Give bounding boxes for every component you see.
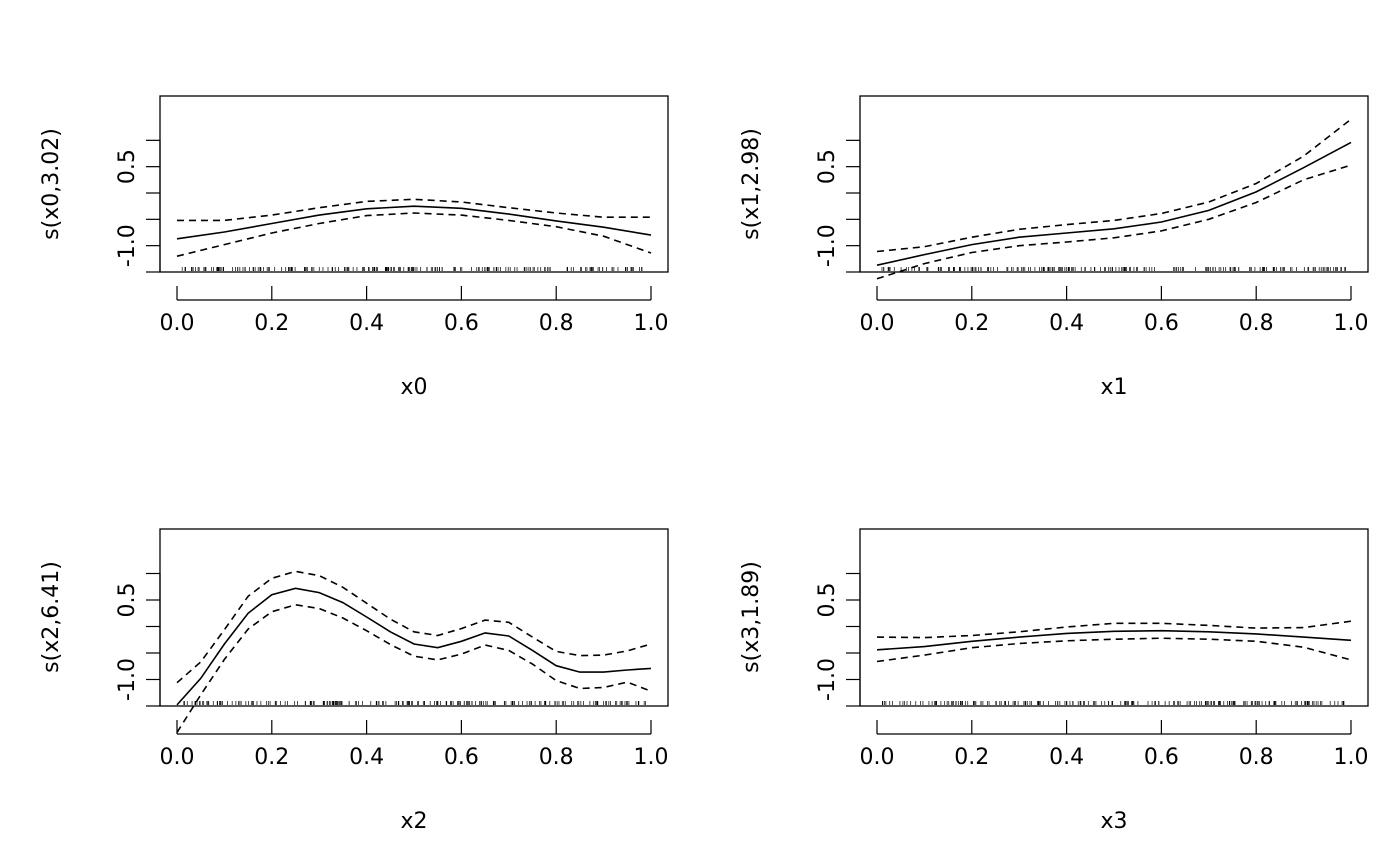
y-axis-label: s(x0,3.02) [39,128,64,240]
series-upper-line [177,198,651,222]
x-axis-label: x2 [400,809,427,834]
plot-frame [859,95,1369,273]
y-tick-label: 0.5 [815,149,840,184]
x-axis-label: x0 [400,375,427,400]
y-tick-label: -1.0 [115,658,140,701]
y-tick-label: 0.5 [815,583,840,618]
x-tick-label: 0.2 [254,311,289,336]
x-tick-label: 0.6 [1144,745,1179,770]
curve-layer [876,620,1352,663]
panel-x3: -1.0 0.5 0.0 0.2 0.4 0.6 0.8 1.0 x3 s(x3,1.89) [739,528,1369,834]
x-axis: 0.0 0.2 0.4 0.6 0.8 1.0 [860,286,1369,336]
x-tick-label: 0.0 [860,745,895,770]
x-axis: 0.0 0.2 0.4 0.6 0.8 1.0 [160,286,669,336]
series-lower-line [876,637,1352,663]
x-tick-label: 1.0 [1334,311,1369,336]
rug-layer [181,267,643,271]
panel-x2: -1.0 0.5 0.0 0.2 0.4 0.6 0.8 1.0 x2 s(x2,6.41) [39,528,669,834]
series-fit-line [176,587,652,706]
x-tick-label: 0.4 [1049,745,1084,770]
curve-layer [176,570,652,733]
curve-layer [876,118,1352,280]
y-axis-label: s(x1,2.98) [739,128,764,240]
series-lower-line [176,212,652,257]
series-fit-line [176,205,652,240]
x-axis-label: x3 [1100,809,1127,834]
x-tick-label: 0.6 [1144,311,1179,336]
y-tick-label: 0.5 [115,149,140,184]
y-axis-label: s(x3,1.89) [739,561,764,673]
x-tick-label: 1.0 [634,311,669,336]
series-lower-line [876,164,1352,280]
x-tick-label: 1.0 [1334,745,1369,770]
y-axis: -1.0 0.5 [815,139,861,273]
panel-x1: -1.0 0.5 0.0 0.2 0.4 0.6 0.8 1.0 x1 s(x1,2.98) [739,95,1369,400]
x-tick-label: 0.2 [954,745,989,770]
x-axis-label: x1 [1100,375,1127,400]
y-tick-label: 0.5 [115,583,140,618]
plot-frame [859,528,1369,707]
x-tick-label: 0.4 [349,745,384,770]
series-fit-line [876,629,1352,651]
x-tick-label: 0.8 [539,745,574,770]
series-fit-line [876,141,1352,266]
y-axis: -1.0 0.5 [115,139,161,273]
x-tick-label: 0.6 [444,311,479,336]
panel-x0: -1.0 0.5 0.0 0.2 0.4 0.6 0.8 1.0 x0 s(x0,3.02) [39,95,669,400]
x-tick-label: 0.0 [160,745,195,770]
y-tick-label: -1.0 [815,658,840,701]
x-tick-label: 0.2 [954,311,989,336]
y-tick-label: -1.0 [815,224,840,267]
x-axis: 0.0 0.2 0.4 0.6 0.8 1.0 [160,720,669,770]
x-tick-label: 0.0 [160,311,195,336]
x-tick-label: 0.0 [860,311,895,336]
rug-layer [882,701,1345,705]
x-tick-label: 0.4 [349,311,384,336]
x-tick-label: 0.6 [444,745,479,770]
y-axis-label: s(x2,6.41) [39,561,64,673]
rug-layer [881,267,1346,271]
curve-layer [176,198,652,257]
series-lower-line [176,603,652,733]
x-tick-label: 1.0 [634,745,669,770]
x-tick-label: 0.2 [254,745,289,770]
y-tick-label: -1.0 [115,224,140,267]
plot-frame [159,95,669,273]
rug-layer [183,701,646,705]
series-upper-line [176,570,652,684]
series-upper-line [876,118,1352,253]
y-axis: -1.0 0.5 [115,572,161,707]
x-axis: 0.0 0.2 0.4 0.6 0.8 1.0 [860,720,1369,770]
y-axis: -1.0 0.5 [815,572,861,707]
x-tick-label: 0.8 [1239,745,1274,770]
plot-frame [159,528,669,707]
x-tick-label: 0.8 [1239,311,1274,336]
x-tick-label: 0.4 [1049,311,1084,336]
x-tick-label: 0.8 [539,311,574,336]
